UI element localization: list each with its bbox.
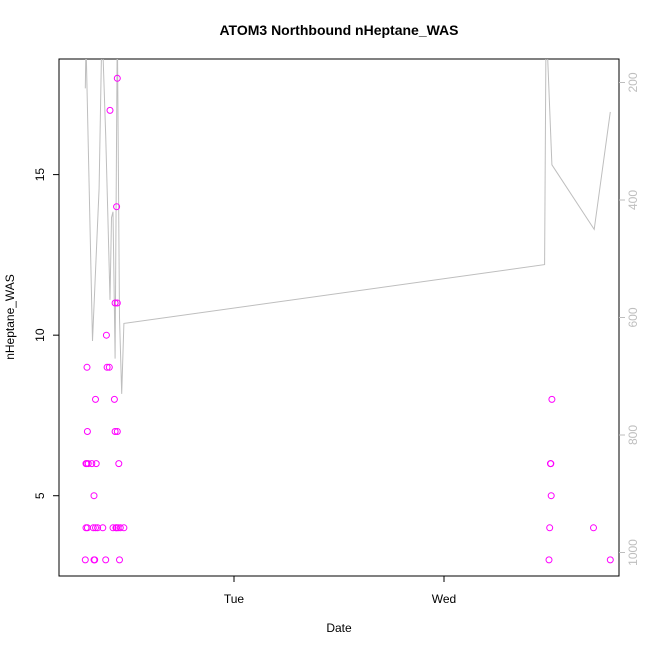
data-point xyxy=(109,524,117,532)
y2-tick-label: 200 xyxy=(626,72,640,92)
data-point xyxy=(545,556,553,564)
x-tick-label: Tue xyxy=(224,592,245,606)
data-point xyxy=(116,524,124,532)
chart-title: ATOM3 Northbound nHeptane_WAS xyxy=(219,22,458,38)
data-point xyxy=(102,331,110,339)
x-axis: Tue Wed xyxy=(224,576,456,606)
data-point xyxy=(102,556,110,564)
data-point xyxy=(590,524,597,532)
data-point xyxy=(99,524,107,532)
data-point xyxy=(110,395,118,403)
x-tick-label: Wed xyxy=(432,592,456,606)
data-point xyxy=(113,203,121,211)
data-point xyxy=(88,460,96,468)
series-line-layer xyxy=(84,59,611,394)
data-point xyxy=(92,524,99,532)
y-tick-label: 5 xyxy=(33,492,47,499)
data-point xyxy=(90,492,98,500)
data-point xyxy=(94,524,102,532)
y-tick-label: 15 xyxy=(33,168,47,182)
data-point xyxy=(83,428,91,435)
data-point xyxy=(92,395,99,403)
data-point xyxy=(92,460,100,468)
data-point xyxy=(83,363,91,371)
data-point xyxy=(113,74,121,82)
y2-tick-label: 800 xyxy=(626,425,640,445)
data-point xyxy=(91,556,99,564)
y2-tick-label: 600 xyxy=(626,307,640,327)
data-point xyxy=(120,524,128,532)
y-axis-label: nHeptane_WAS xyxy=(3,274,17,360)
series-points-layer xyxy=(81,74,614,564)
data-point xyxy=(111,428,119,435)
data-point xyxy=(103,363,111,371)
data-point xyxy=(106,106,114,114)
y-tick-label: 10 xyxy=(33,328,47,342)
plot-frame xyxy=(58,58,620,577)
x-axis-label: Date xyxy=(326,621,352,635)
data-point xyxy=(84,460,92,468)
data-point xyxy=(116,556,123,564)
y2-tick-label: 1000 xyxy=(626,539,640,566)
data-point xyxy=(547,492,555,500)
data-point xyxy=(547,460,555,468)
y-axis-left: 5 10 15 xyxy=(33,168,59,499)
y-axis-right: 200 400 600 800 1000 xyxy=(619,72,640,566)
data-point xyxy=(113,299,121,307)
y2-tick-label: 400 xyxy=(626,190,640,210)
data-point xyxy=(89,524,97,532)
data-point xyxy=(113,428,121,435)
data-point xyxy=(115,460,123,468)
data-point xyxy=(606,556,614,564)
data-point xyxy=(111,299,119,307)
series-line-1 xyxy=(84,59,611,394)
data-point xyxy=(81,556,89,564)
data-point xyxy=(546,524,554,532)
data-point xyxy=(105,363,113,371)
data-point xyxy=(548,395,556,403)
